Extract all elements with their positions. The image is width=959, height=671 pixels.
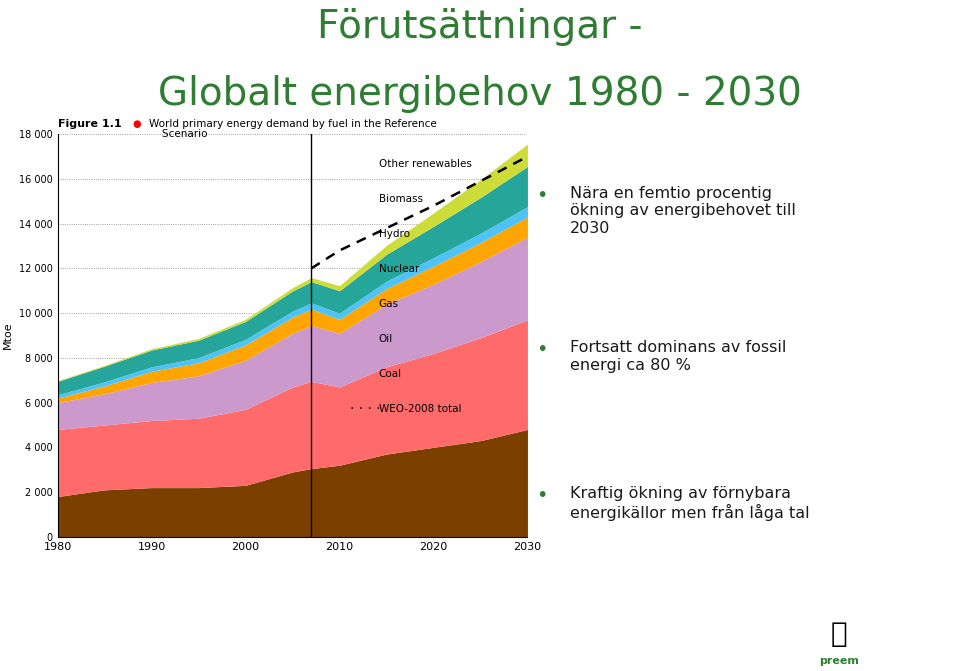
Text: Gas: Gas bbox=[379, 299, 399, 309]
Text: Nära en femtio procentig
ökning av energibehovet till
2030: Nära en femtio procentig ökning av energ… bbox=[570, 186, 796, 236]
Text: Biomass: Biomass bbox=[379, 195, 423, 204]
Text: WEO-2008 total: WEO-2008 total bbox=[379, 404, 461, 413]
Text: Kraftig ökning av förnybara
energikällor men från låga tal: Kraftig ökning av förnybara energikällor… bbox=[570, 486, 809, 521]
Text: ·Källa: IEA WEO 2009: ·Källa: IEA WEO 2009 bbox=[19, 632, 137, 641]
Text: preem: preem bbox=[819, 656, 859, 666]
Text: Globalt energibehov 1980 - 2030: Globalt energibehov 1980 - 2030 bbox=[157, 75, 802, 113]
Text: ●: ● bbox=[132, 119, 141, 129]
Text: ·referensscenario: ·referensscenario bbox=[19, 654, 116, 664]
Text: Oil: Oil bbox=[379, 334, 393, 344]
Text: World primary energy demand by fuel in the Reference: World primary energy demand by fuel in t… bbox=[149, 119, 436, 129]
Text: Fortsatt dominans av fossil
energi ca 80 %: Fortsatt dominans av fossil energi ca 80… bbox=[570, 340, 786, 372]
Text: Hydro: Hydro bbox=[379, 229, 409, 239]
Text: Scenario: Scenario bbox=[149, 130, 207, 139]
Text: · · · ·: · · · · bbox=[350, 402, 381, 415]
Text: Nuclear: Nuclear bbox=[379, 264, 419, 274]
Text: •: • bbox=[536, 486, 548, 505]
Text: •: • bbox=[536, 340, 548, 360]
Text: Förutsättningar -: Förutsättningar - bbox=[316, 7, 643, 46]
Text: Figure 1.1: Figure 1.1 bbox=[58, 119, 121, 129]
Text: •: • bbox=[536, 186, 548, 205]
Y-axis label: Mtoe: Mtoe bbox=[3, 321, 13, 350]
Text: Coal: Coal bbox=[379, 369, 402, 378]
Text: Other renewables: Other renewables bbox=[379, 160, 472, 169]
Text: 🐻: 🐻 bbox=[830, 620, 848, 648]
